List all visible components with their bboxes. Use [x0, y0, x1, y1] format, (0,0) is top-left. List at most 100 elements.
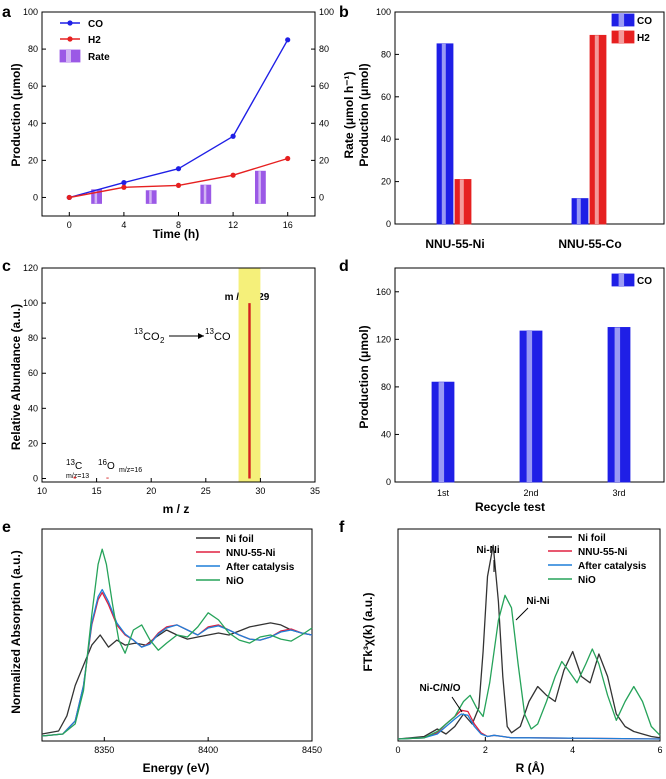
f-xtick-label: 2 [483, 745, 488, 755]
a-point-co [175, 166, 182, 172]
c-xtick-label: 35 [310, 486, 320, 496]
c-xtick-label: 10 [37, 486, 47, 496]
c-ytick-label: 0 [33, 473, 38, 483]
f-anno-nini-2: Ni-Ni [526, 596, 550, 607]
a-xtick-label: 16 [283, 220, 293, 230]
d-ytick-label: 40 [381, 429, 391, 439]
b-bar-co-shine [576, 198, 581, 224]
f-legend-nnu: NNU-55-Ni [578, 547, 628, 558]
d-legend-co: CO [637, 276, 652, 287]
d-category-label: 1st [437, 488, 450, 498]
f-series-line-3 [397, 594, 661, 740]
a-point-h2 [66, 194, 72, 201]
a-rate-bar-shine [203, 185, 207, 204]
a-ylabel: Production (μmol) [9, 63, 23, 166]
f-xtick-label: 4 [570, 745, 575, 755]
c-reaction-arrowhead [198, 333, 204, 339]
a-xlabel: Time (h) [153, 227, 199, 241]
c-c13-label: C [75, 461, 82, 472]
c-mass-13-b: 13 [205, 327, 214, 336]
c-ytick-label: 100 [23, 298, 38, 308]
e-xtick-label: 8400 [198, 745, 218, 755]
e-legend-after: After catalysis [226, 562, 295, 573]
e-series-line-0 [41, 622, 313, 735]
a-ytick-label: 40 [28, 118, 38, 128]
e-series-line-3 [41, 548, 313, 737]
panel-label-d: d [339, 258, 349, 275]
e-series-line-2 [41, 588, 313, 737]
a-y2tick-label: 100 [319, 7, 334, 17]
c-o16-label: O [107, 461, 115, 472]
panel-label-b: b [339, 4, 349, 21]
d-bar-co-shine [438, 382, 445, 482]
d-ylabel: Production (μmol) [357, 325, 371, 428]
a-series-line-co [69, 39, 289, 199]
b-plot-frame [394, 11, 665, 225]
f-anno-arrow-2 [515, 607, 529, 621]
b-category-label: NNU-55-Ni [425, 237, 484, 251]
d-bar-co-shine [526, 331, 533, 482]
f-legend-after: After catalysis [578, 561, 647, 572]
panel-label-c: c [2, 258, 11, 275]
d-ytick-label: 0 [386, 477, 391, 487]
a-y2tick-label: 60 [319, 81, 329, 91]
e-legend-nnu: NNU-55-Ni [226, 548, 276, 559]
d-legend-co-swatch-shine [618, 274, 625, 286]
c-ytick-label: 80 [28, 333, 38, 343]
c-c13-mass: 13 [66, 458, 75, 467]
a-legend-rate-swatch-shine [66, 50, 71, 62]
a-point-co [285, 37, 291, 43]
d-category-label: 2nd [523, 488, 538, 498]
a-legend-h2-marker [67, 36, 73, 42]
e-legend-nio: NiO [226, 576, 244, 587]
b-legend-co-swatch-shine [618, 14, 625, 26]
b-legend-h2: H2 [637, 33, 650, 44]
c-reactant: CO [143, 331, 160, 343]
a-legend-h2: H2 [88, 35, 101, 46]
e-series-line-1 [41, 591, 313, 737]
f-xtick-label: 6 [657, 745, 662, 755]
a-y2tick-label: 40 [319, 118, 329, 128]
c-o16-mz: m/z=16 [119, 467, 142, 474]
a-ytick-label: 60 [28, 81, 38, 91]
a-ytick-label: 20 [28, 155, 38, 165]
a-xtick-label: 4 [121, 220, 126, 230]
a-y2tick-label: 0 [319, 192, 324, 202]
f-xtick-label: 0 [395, 745, 400, 755]
a-rate-bar-shine [149, 190, 152, 204]
d-bar-co-shine [614, 327, 621, 482]
b-ytick-label: 100 [376, 7, 391, 17]
c-xlabel: m / z [163, 502, 190, 516]
f-xlabel: R (Å) [516, 760, 545, 775]
a-series-line-h2 [69, 157, 288, 199]
f-plot-frame [397, 528, 661, 742]
panel-label-f: f [339, 519, 345, 536]
c-ylabel: Relative Abundance (a.u.) [9, 304, 23, 450]
c-mass-13-a: 13 [134, 327, 143, 336]
b-category-label: NNU-55-Co [558, 237, 621, 251]
c-c13-mz: m/z=13 [66, 473, 89, 480]
a-point-co [230, 133, 236, 139]
a-point-h2 [285, 155, 291, 162]
f-legend-nio: NiO [578, 575, 596, 586]
f-anno-nini-1: Ni-Ni [476, 545, 500, 556]
f-series-line-2 [397, 713, 661, 740]
e-xlabel: Energy (eV) [143, 761, 210, 775]
c-ytick-label: 120 [23, 263, 38, 273]
a-ytick-label: 0 [33, 192, 38, 202]
b-ylabel: Production (μmol) [357, 63, 371, 166]
d-xlabel: Recycle test [475, 500, 545, 514]
d-ytick-label: 80 [381, 382, 391, 392]
b-ytick-label: 0 [386, 219, 391, 229]
f-ylabel: FTk³χ(k) (a.u.) [361, 593, 375, 672]
panel-label-a: a [2, 4, 11, 21]
b-bar-h2-shine [459, 179, 464, 224]
a-y2tick-label: 80 [319, 44, 329, 54]
c-product: CO [214, 331, 231, 343]
a-rate-bar-shine [94, 189, 98, 204]
c-ytick-label: 40 [28, 403, 38, 413]
a-y2tick-label: 20 [319, 155, 329, 165]
b-bar-h2-shine [594, 35, 599, 224]
a-point-co [121, 180, 127, 186]
